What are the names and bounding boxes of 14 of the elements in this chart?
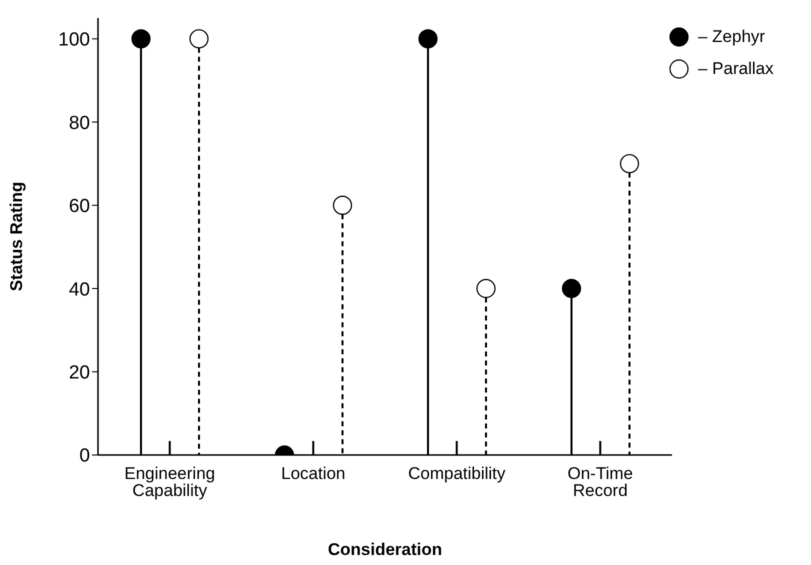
legend-label: – Zephyr	[698, 27, 766, 47]
x-tick-label: Compatibility	[408, 464, 506, 484]
y-tick-label: 80	[68, 112, 90, 134]
x-axis-title: Consideration	[328, 540, 442, 559]
y-axis-title: Status Rating	[7, 182, 26, 292]
x-tick-label: Location	[281, 464, 346, 484]
y-tick-label: 20	[68, 362, 90, 384]
legend-label: – Parallax	[698, 59, 774, 79]
x-tick-label: On-Time Record	[568, 464, 633, 500]
y-tick-label: 0	[79, 446, 90, 467]
y-tick-label: 60	[68, 196, 90, 218]
x-tick-label: Engineering Capability	[124, 464, 216, 500]
y-tick-label: 100	[58, 30, 90, 51]
y-tick-label: 40	[68, 279, 90, 300]
